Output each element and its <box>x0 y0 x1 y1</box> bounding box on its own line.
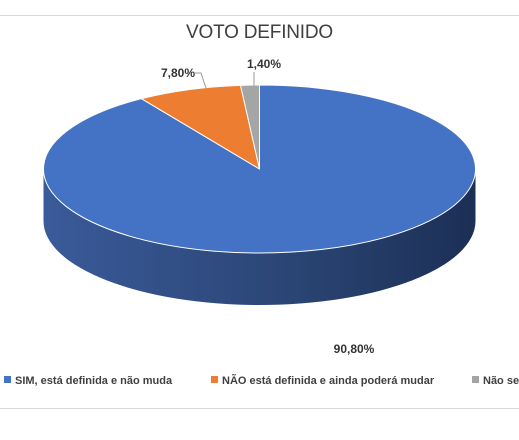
legend-label-nao-sei: Não se <box>483 375 519 387</box>
chart-frame-top <box>0 15 519 16</box>
data-label-nao-sei: 1,40% <box>247 57 281 71</box>
legend-label-sim: SIM, está definida e não muda <box>15 375 173 387</box>
chart-frame-bottom <box>0 408 519 409</box>
legend-label-nao: NÃO está definida e ainda poderá mudar <box>222 375 435 387</box>
legend-swatch-sim <box>4 376 11 383</box>
data-label-nao: 7,80% <box>161 66 195 80</box>
data-label-sim: 90,80% <box>334 342 375 356</box>
legend-swatch-nao-sei <box>472 376 479 383</box>
legend-item-nao-sei: Não se <box>472 375 519 387</box>
legend-item-sim: SIM, está definida e não muda <box>4 375 172 387</box>
chart-legend: SIM, está definida e não muda NÃO está d… <box>0 373 519 393</box>
chart-title: VOTO DEFINIDO <box>186 22 333 43</box>
pie-slice-nao <box>140 84 260 170</box>
pie-slice-nao-sei <box>240 84 260 170</box>
legend-item-nao: NÃO está definida e ainda poderá mudar <box>211 375 434 387</box>
pie-side-sim <box>43 169 476 305</box>
legend-swatch-nao <box>211 376 218 383</box>
leader-line-nao <box>195 72 207 89</box>
